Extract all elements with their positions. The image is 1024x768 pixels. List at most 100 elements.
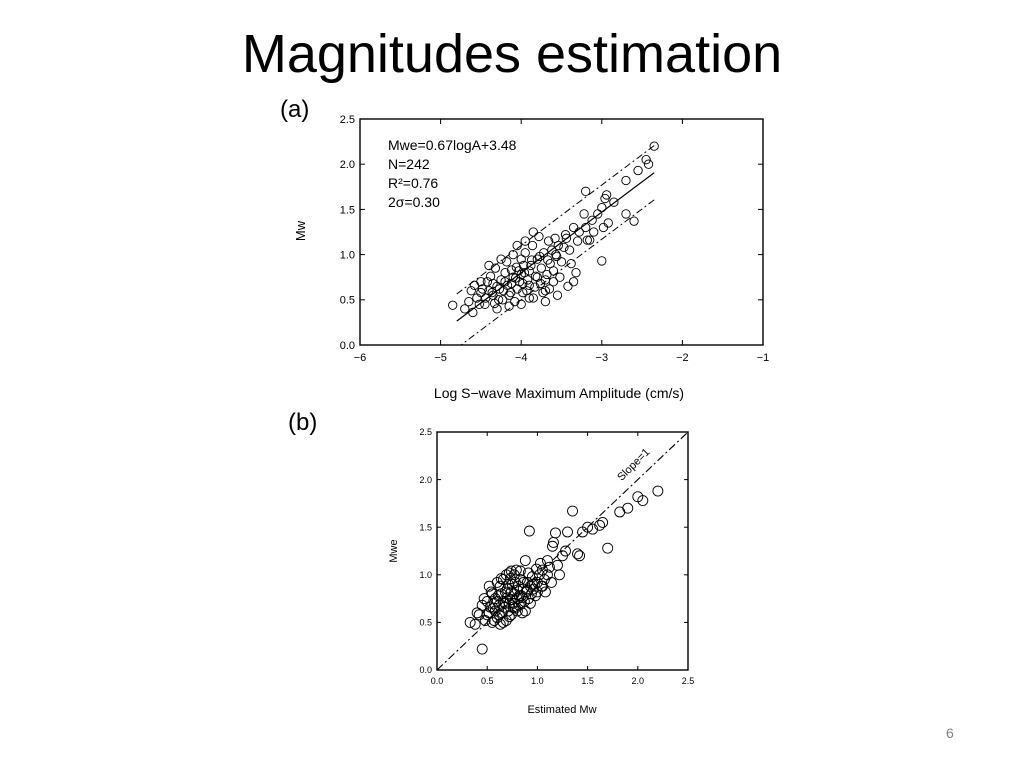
chart-a-y-tick-label: 2.5 bbox=[340, 114, 355, 126]
chart-a-data-point bbox=[504, 301, 514, 311]
chart-b-data-point bbox=[494, 580, 506, 592]
chart-b-data-point bbox=[484, 601, 496, 613]
chart-b-data-point bbox=[491, 596, 503, 607]
chart-b-data-point bbox=[539, 586, 551, 598]
chart-b-data-point bbox=[508, 569, 520, 581]
chart-a-data-point bbox=[534, 231, 544, 242]
chart-a-data-point bbox=[561, 233, 571, 243]
chart-a-data-point bbox=[530, 282, 540, 292]
chart-b-data-point bbox=[505, 609, 517, 621]
chart-a-data-point bbox=[481, 293, 491, 303]
chart-a-data-point bbox=[460, 304, 470, 314]
chart-b-data-point bbox=[602, 542, 614, 554]
chart-a-data-point bbox=[502, 257, 512, 267]
chart-a-data-point bbox=[548, 277, 559, 287]
chart-b-x-tick-label: 2.5 bbox=[682, 676, 695, 686]
chart-a-data-point bbox=[540, 296, 551, 307]
chart-a-data-point bbox=[574, 227, 584, 237]
chart-b-data-point bbox=[543, 561, 555, 573]
chart-b-y-axis-label: Mwe bbox=[388, 539, 400, 562]
chart-a-data-point bbox=[585, 235, 595, 245]
chart-a-y-tick-label: 2.0 bbox=[340, 159, 355, 171]
chart-a-data-point bbox=[520, 248, 530, 258]
chart-b-x-axis-label: Estimated Mw bbox=[527, 704, 596, 716]
chart-b-data-point bbox=[513, 590, 525, 602]
chart-a-data-point bbox=[522, 286, 532, 296]
chart-a-data-point bbox=[544, 284, 555, 294]
chart-b-y-tick-label: 2.5 bbox=[419, 427, 432, 437]
chart-a-data-point bbox=[526, 260, 536, 271]
chart-b-x-tick-label: 1.5 bbox=[581, 676, 594, 686]
chart-b-data-point bbox=[554, 569, 565, 581]
chart-a-x-tick-label: −1 bbox=[757, 352, 770, 364]
chart-b-data-point bbox=[516, 592, 528, 604]
chart-a-data-point bbox=[581, 186, 591, 196]
chart-a-data-point bbox=[528, 293, 538, 303]
chart-a-data-point bbox=[566, 258, 576, 269]
chart-b-data-point bbox=[519, 605, 531, 617]
chart-a-data-point bbox=[643, 159, 654, 169]
chart-b-data-point bbox=[483, 580, 495, 592]
chart-a-data-point bbox=[597, 256, 607, 266]
chart-b-plot-frame bbox=[436, 431, 689, 671]
page-number: 6 bbox=[946, 725, 954, 741]
chart-a-data-point bbox=[552, 290, 563, 300]
chart-a-data-point bbox=[532, 254, 542, 264]
chart-b-data-point bbox=[497, 616, 509, 628]
chart-b-data-point bbox=[567, 505, 578, 517]
chart-b-data-point bbox=[524, 597, 536, 609]
chart-a-data-point bbox=[506, 265, 517, 275]
chart-a-data-point bbox=[582, 235, 592, 245]
chart-b-data-point bbox=[597, 516, 609, 528]
chart-a-y-tick-label: 1.0 bbox=[340, 249, 355, 261]
chart-b-data-point bbox=[464, 616, 476, 628]
chart-a-data-point bbox=[524, 266, 534, 276]
chart-a-data-point bbox=[488, 278, 498, 289]
chart-b-y-tick-label: 1.0 bbox=[419, 570, 432, 580]
chart-a-data-point bbox=[477, 284, 488, 294]
chart-a-data-point bbox=[532, 272, 542, 282]
slide-title: Magnitudes estimation bbox=[241, 24, 783, 84]
chart-a-data-point bbox=[528, 227, 538, 237]
chart-a-data-point bbox=[531, 271, 541, 281]
chart-a-data-point bbox=[589, 227, 599, 237]
chart-a-data-point bbox=[510, 296, 520, 307]
chart-a-data-point bbox=[572, 236, 583, 246]
chart-a-data-point bbox=[556, 257, 567, 267]
chart-a-y-tick-label: 1.5 bbox=[340, 204, 355, 216]
chart-a-data-point bbox=[548, 266, 559, 276]
chart-b-data-point bbox=[471, 607, 483, 619]
chart-b-data-point bbox=[523, 525, 535, 537]
chart-a-x-tick-label: −5 bbox=[434, 352, 447, 364]
chart-a-data-point bbox=[466, 286, 476, 296]
chart-a-data-point bbox=[597, 202, 607, 213]
chart-b-data-point bbox=[505, 565, 517, 577]
chart-a-data-point bbox=[603, 218, 613, 228]
chart-a-data-point bbox=[527, 255, 537, 265]
chart-a-data-point bbox=[568, 222, 579, 233]
chart-b-data-point bbox=[587, 523, 599, 535]
chart-a-x-tick-label: −2 bbox=[676, 352, 689, 364]
chart-a-x-tick-label: −4 bbox=[515, 352, 528, 364]
chart-a-annotation-n: N=242 bbox=[388, 156, 430, 172]
chart-a-data-point bbox=[621, 175, 631, 186]
chart-b-x-tick-label: 0.5 bbox=[481, 676, 494, 686]
chart-b-data-point bbox=[519, 555, 531, 566]
chart-b-data-point bbox=[530, 563, 542, 575]
chart-b-data-point bbox=[622, 502, 634, 514]
chart-a-data-point bbox=[474, 299, 484, 309]
chart-b-data-point bbox=[473, 609, 485, 621]
chart-a-data-point bbox=[485, 271, 496, 281]
chart-a-data-point bbox=[540, 286, 551, 296]
chart-a-plot-frame bbox=[359, 118, 764, 346]
chart-b-y-tick-label: 2.0 bbox=[419, 475, 432, 485]
chart-b-data-point bbox=[503, 597, 515, 609]
chart-a-data-point bbox=[581, 222, 591, 233]
chart-a-data-point bbox=[633, 165, 643, 176]
chart-b-data-point bbox=[501, 592, 513, 604]
chart-b-data-point bbox=[514, 565, 526, 577]
chart-a-data-point bbox=[494, 284, 505, 294]
chart-a-y-tick-label: 0.0 bbox=[340, 340, 355, 352]
